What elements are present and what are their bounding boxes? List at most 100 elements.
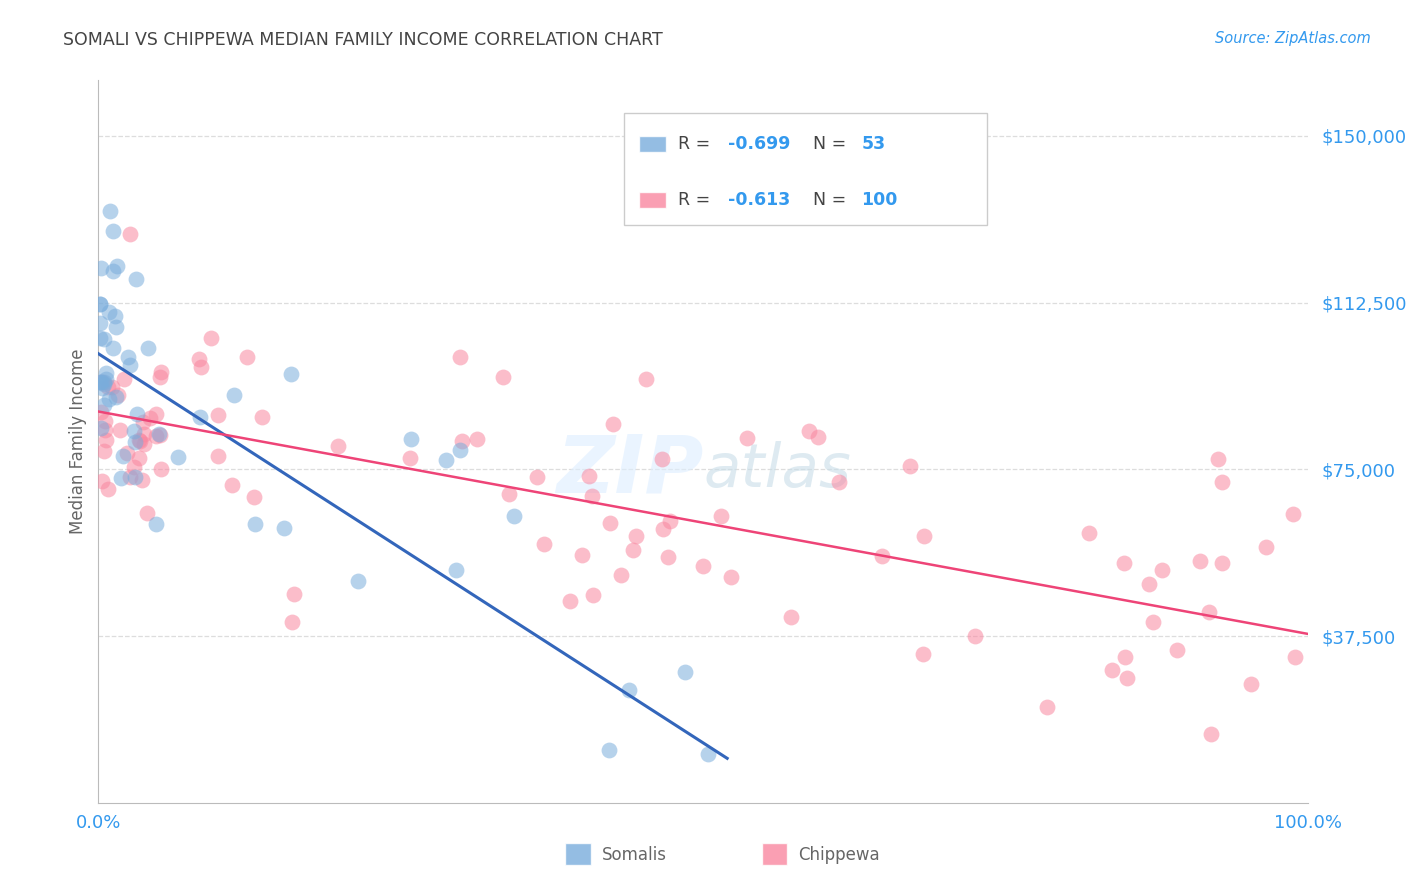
Point: [912, 529, 935, 543]
Point: [104, 310, 127, 324]
Point: [870, 549, 893, 563]
Point: [1281, 507, 1303, 521]
Point: [89, 375, 111, 389]
Text: N =: N =: [813, 191, 852, 209]
Point: [444, 563, 467, 577]
Point: [399, 451, 422, 466]
Point: [120, 358, 142, 372]
Point: [492, 370, 515, 384]
Text: R =: R =: [678, 191, 716, 209]
Point: [692, 559, 714, 574]
Bar: [638, 136, 665, 153]
Point: [128, 433, 150, 447]
Point: [222, 388, 245, 402]
Point: [107, 388, 129, 402]
Point: [598, 742, 620, 756]
Point: [90, 375, 112, 389]
Point: [148, 426, 170, 441]
Point: [797, 424, 820, 438]
Y-axis label: Median Family Income: Median Family Income: [69, 349, 87, 534]
Point: [347, 574, 370, 588]
Point: [93, 375, 115, 389]
Point: [188, 410, 211, 425]
Point: [250, 409, 273, 424]
Point: [187, 351, 209, 366]
Point: [139, 411, 162, 425]
Point: [104, 319, 127, 334]
Text: 53: 53: [862, 136, 886, 153]
Point: [560, 594, 582, 608]
Point: [132, 437, 155, 451]
Point: [582, 588, 605, 602]
Point: [651, 452, 673, 467]
Point: [720, 569, 742, 583]
Point: [105, 259, 128, 273]
Point: [120, 470, 142, 484]
Point: [1199, 727, 1222, 741]
Point: [571, 548, 593, 562]
Bar: [638, 192, 665, 208]
Point: [581, 489, 603, 503]
Point: [673, 665, 696, 679]
Point: [807, 430, 830, 444]
Point: [636, 372, 658, 386]
Text: SOMALI VS CHIPPEWA MEDIAN FAMILY INCOME CORRELATION CHART: SOMALI VS CHIPPEWA MEDIAN FAMILY INCOME …: [63, 31, 664, 49]
Point: [465, 432, 488, 446]
Point: [132, 415, 155, 429]
Point: [111, 449, 134, 463]
Point: [93, 399, 115, 413]
Point: [245, 516, 267, 531]
Point: [110, 471, 132, 485]
Point: [149, 462, 172, 476]
Point: [90, 381, 112, 395]
Point: [90, 261, 112, 276]
Point: [281, 615, 304, 629]
Point: [657, 549, 679, 564]
Point: [124, 470, 146, 484]
Point: [101, 379, 124, 393]
Point: [94, 433, 117, 447]
Text: ZIP: ZIP: [555, 432, 703, 509]
Point: [221, 477, 243, 491]
Point: [93, 332, 115, 346]
Point: [96, 380, 118, 394]
Point: [1166, 643, 1188, 657]
Point: [399, 432, 422, 446]
Point: [526, 470, 548, 484]
Point: [98, 203, 121, 218]
Text: Somalis: Somalis: [602, 846, 666, 863]
Point: [1152, 563, 1174, 577]
Point: [619, 682, 641, 697]
Point: [136, 341, 159, 355]
Point: [963, 629, 986, 643]
Point: [1254, 540, 1277, 554]
Point: [599, 516, 621, 531]
Point: [242, 490, 264, 504]
Point: [236, 350, 259, 364]
Point: [1211, 475, 1233, 490]
Point: [90, 475, 112, 489]
Point: [1284, 650, 1306, 665]
Point: [1114, 649, 1136, 664]
Point: [117, 351, 139, 365]
Point: [98, 392, 121, 406]
Point: [89, 296, 111, 310]
Point: [280, 367, 302, 381]
Text: Chippewa: Chippewa: [799, 846, 880, 863]
Bar: [624, 112, 987, 225]
Point: [145, 429, 167, 443]
Point: [911, 647, 934, 661]
Point: [533, 537, 555, 551]
Point: [1198, 605, 1220, 619]
Point: [149, 428, 172, 442]
Point: [145, 407, 167, 421]
Point: [1101, 663, 1123, 677]
Point: [93, 376, 115, 391]
Point: [105, 390, 128, 404]
Text: 100: 100: [862, 191, 898, 209]
Point: [624, 529, 647, 543]
Point: [449, 350, 471, 364]
Point: [112, 371, 135, 385]
Point: [97, 305, 120, 319]
Point: [735, 431, 758, 445]
